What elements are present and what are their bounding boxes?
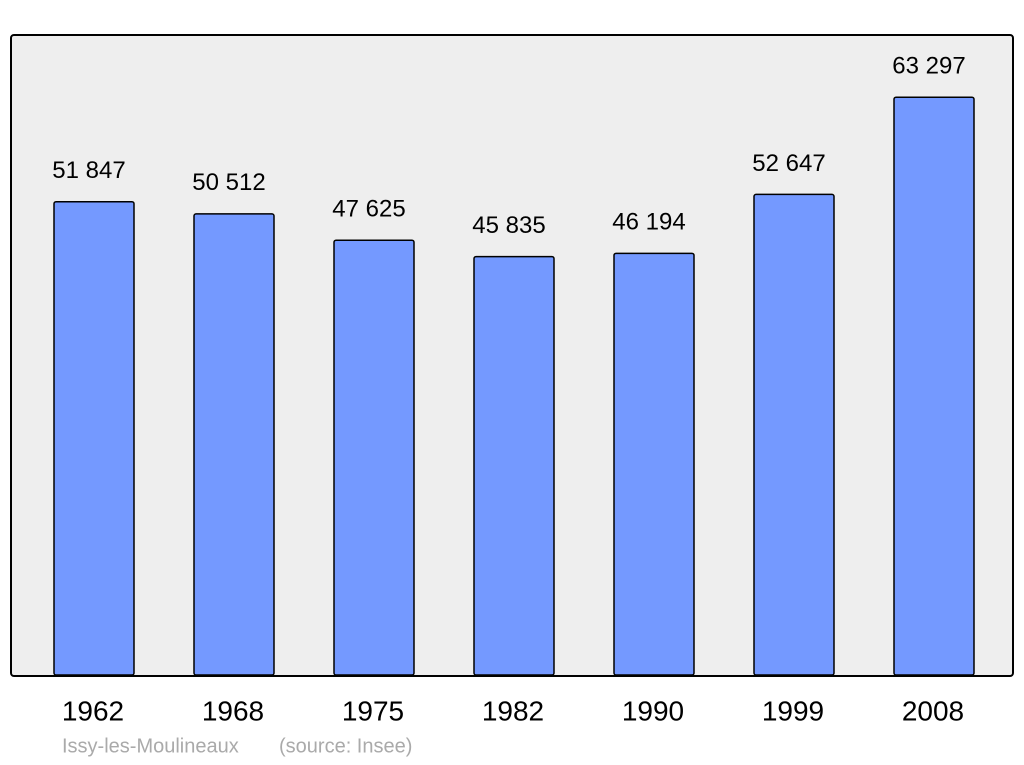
x-tick-label: 1968 (202, 695, 264, 726)
value-label: 50 512 (192, 169, 265, 196)
bar (893, 96, 975, 676)
value-label: 63 297 (892, 53, 965, 80)
x-tick-label: 1982 (482, 695, 544, 726)
value-label: 51 847 (52, 157, 125, 184)
x-tick-label: 1962 (62, 695, 124, 726)
x-tick-label: 1975 (342, 695, 404, 726)
value-label: 47 625 (332, 196, 405, 223)
value-label: 45 835 (472, 212, 545, 239)
bar (613, 252, 695, 676)
value-label: 46 194 (612, 209, 685, 236)
x-tick-label: 1990 (622, 695, 684, 726)
bar (193, 213, 275, 676)
value-label: 52 647 (752, 150, 825, 177)
footer-place: Issy-les-Moulineaux (62, 735, 239, 757)
bar (473, 255, 555, 676)
bar (53, 200, 135, 676)
bar (333, 239, 415, 676)
x-tick-label: 2008 (902, 695, 964, 726)
footer-source: (source: Insee) (279, 735, 412, 757)
bar (753, 193, 835, 676)
x-tick-label: 1999 (762, 695, 824, 726)
